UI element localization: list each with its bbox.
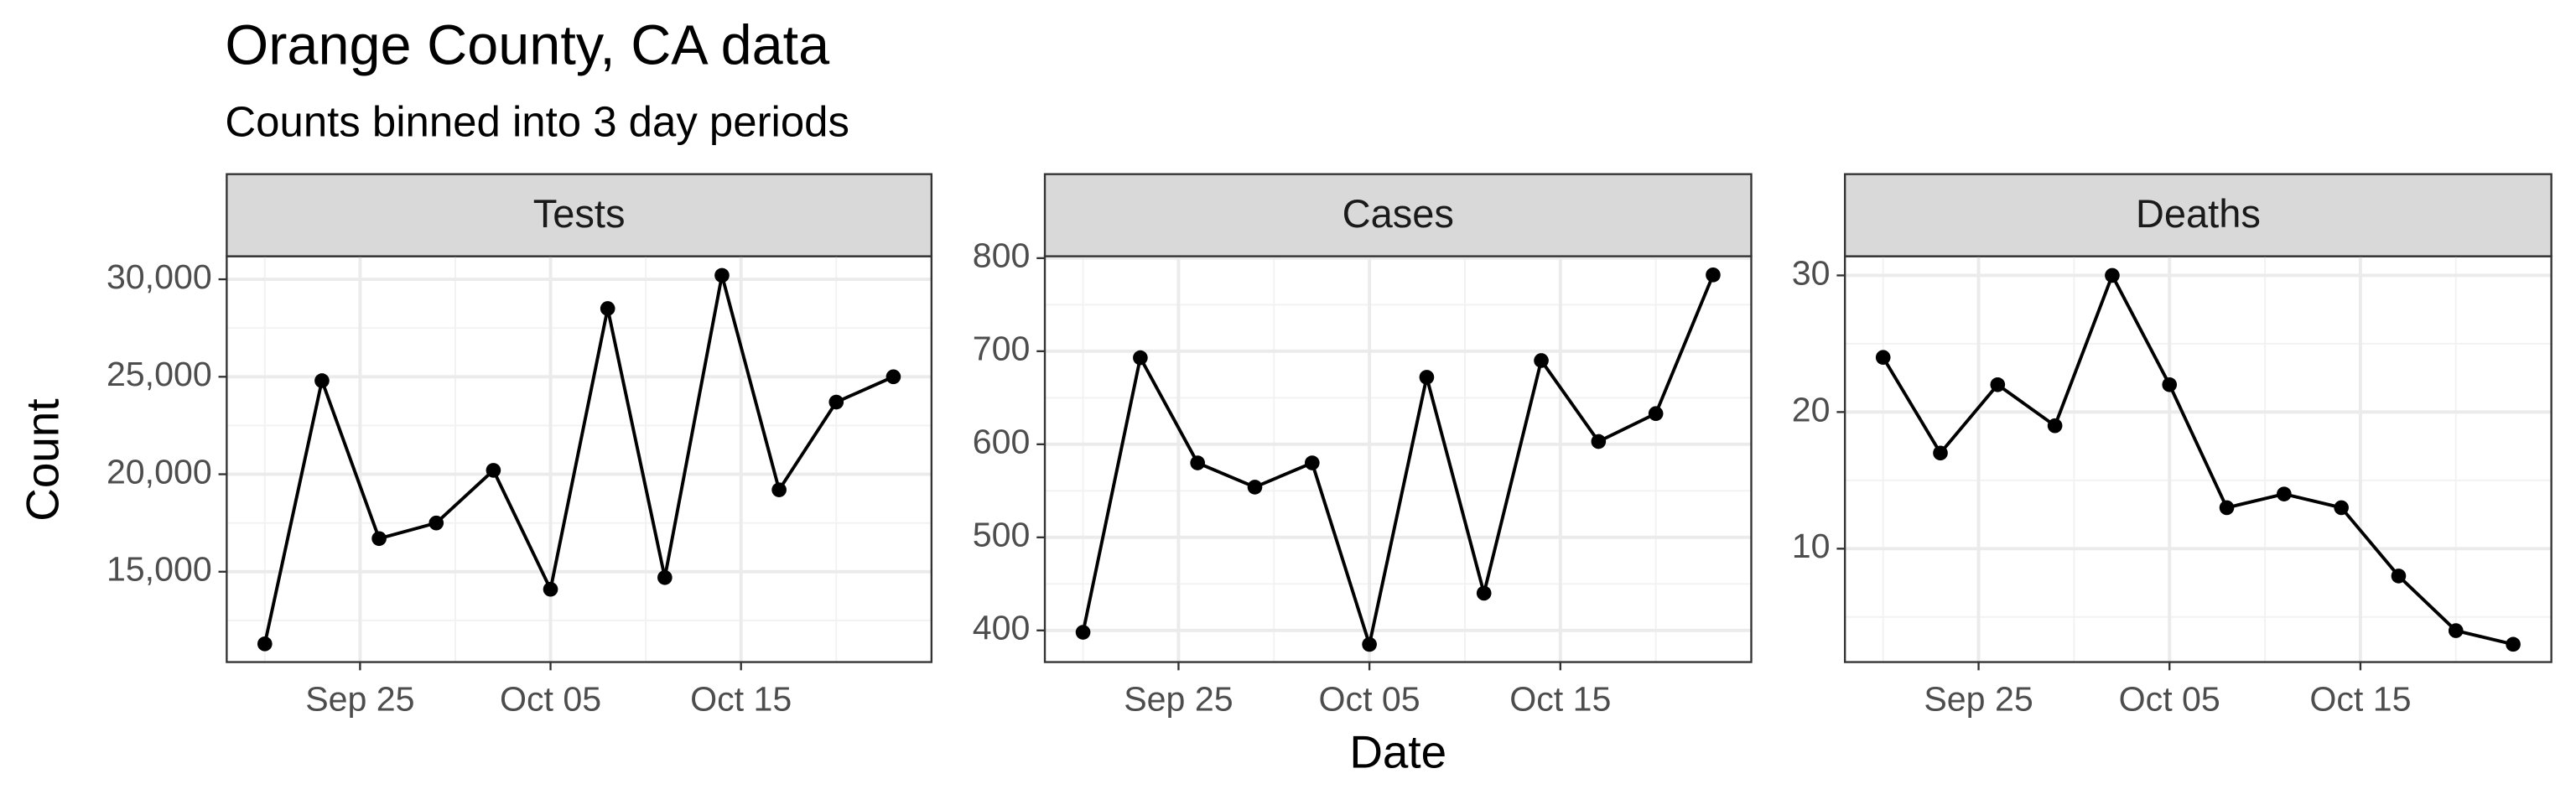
data-point	[657, 569, 673, 585]
data-point	[1933, 445, 1948, 461]
data-point	[1476, 585, 1492, 601]
data-point	[1648, 406, 1664, 422]
data-point	[2162, 377, 2178, 392]
y-tick-label: 10	[1792, 527, 1831, 565]
y-tick-label: 600	[973, 423, 1031, 461]
y-tick-label: 20,000	[106, 452, 212, 491]
data-point	[1362, 636, 1377, 652]
data-point	[1247, 480, 1263, 495]
data-point	[314, 373, 330, 388]
data-point	[2448, 623, 2464, 638]
data-point	[2277, 486, 2292, 501]
data-point	[828, 394, 844, 410]
panel-background	[1045, 256, 1752, 662]
y-tick-label: 30,000	[106, 257, 212, 296]
y-tick-label: 500	[973, 516, 1031, 554]
data-point	[257, 636, 273, 652]
x-tick-label: Oct 15	[1509, 679, 1611, 718]
panel-border	[1043, 255, 1753, 663]
x-tick-label: Oct 05	[500, 679, 601, 718]
figure-subtitle: Counts binned into 3 day periods	[225, 97, 849, 145]
facet-title: Cases	[1343, 191, 1454, 236]
data-point	[2105, 267, 2120, 283]
data-line	[1081, 274, 1715, 652]
data-point	[1534, 353, 1549, 368]
facet-title: Tests	[533, 191, 626, 236]
data-line	[1882, 271, 2514, 647]
x-tick-label: Oct 15	[2309, 679, 2411, 718]
x-tick-label: Oct 05	[2119, 679, 2220, 718]
y-tick-label: 400	[973, 609, 1031, 647]
x-tick-label: Oct 15	[690, 679, 792, 718]
panel-background	[226, 256, 932, 662]
y-tick-label: 800	[973, 236, 1031, 275]
data-point	[371, 531, 387, 547]
data-point	[600, 301, 615, 316]
x-axis-label: Date	[1349, 726, 1446, 778]
data-point	[2219, 500, 2235, 516]
data-point	[543, 581, 558, 597]
y-tick-label: 15,000	[106, 550, 212, 589]
panel-background	[1845, 256, 2552, 662]
y-tick-label: 700	[973, 330, 1031, 368]
data-point	[1304, 455, 1320, 470]
data-point	[1419, 370, 1435, 385]
data-point	[714, 267, 730, 283]
facet-strip	[1043, 173, 1753, 257]
facet-title: Deaths	[2136, 191, 2261, 236]
data-point	[2047, 418, 2063, 434]
x-tick-label: Sep 25	[305, 679, 414, 718]
data-point	[428, 515, 444, 531]
data-point	[2506, 636, 2521, 652]
data-point	[1075, 625, 1091, 640]
y-tick-label: 20	[1792, 390, 1831, 428]
facet-strip	[1843, 173, 2553, 257]
data-point	[1190, 455, 1206, 470]
data-point	[1990, 377, 2006, 392]
y-tick-label: 30	[1792, 253, 1831, 292]
data-point	[1133, 350, 1148, 366]
panel-border	[226, 255, 933, 663]
figure-title: Orange County, CA data	[225, 14, 830, 76]
x-tick-label: Oct 05	[1319, 679, 1420, 718]
data-point	[1591, 434, 1607, 449]
data-point	[1706, 267, 1721, 283]
data-point	[1875, 350, 1891, 366]
data-point	[771, 482, 787, 497]
data-point	[2334, 500, 2349, 516]
x-tick-label: Sep 25	[1124, 679, 1233, 718]
data-point	[2391, 569, 2407, 584]
data-line	[262, 274, 895, 645]
y-axis-label: Count	[16, 398, 68, 521]
data-point	[886, 369, 901, 385]
y-tick-label: 25,000	[106, 355, 212, 393]
facet-strip	[226, 173, 933, 257]
data-point	[486, 463, 501, 478]
panel-border	[1843, 255, 2553, 663]
x-tick-label: Sep 25	[1924, 679, 2033, 718]
